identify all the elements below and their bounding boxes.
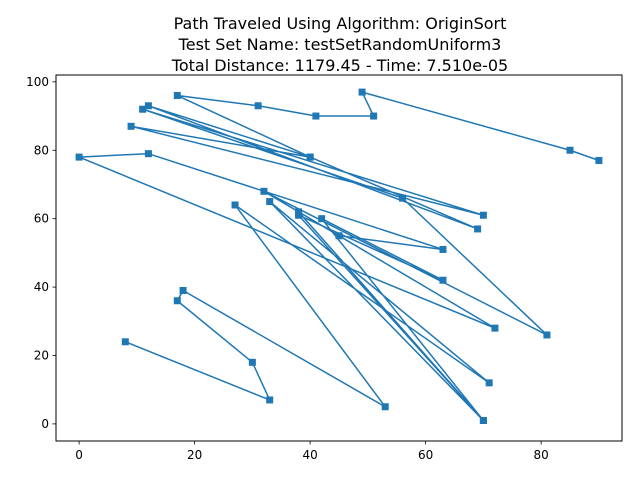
path-point-marker [439, 245, 447, 253]
path-point-marker [266, 396, 274, 404]
path-point-marker [485, 379, 493, 387]
x-tick-label: 60 [418, 448, 433, 462]
path-point-marker [173, 92, 181, 100]
x-tick-label: 40 [302, 448, 317, 462]
path-point-marker [248, 358, 256, 366]
path-point-marker [121, 338, 129, 346]
y-tick-label: 0 [41, 417, 49, 431]
path-point-marker [295, 208, 303, 216]
chart-title-line-2: Test Set Name: testSetRandomUniform3 [178, 35, 502, 54]
axis-ticks: 0 20 40 60 80 0 20 40 60 80 100 [26, 75, 549, 462]
path-point-marker [318, 215, 326, 223]
path-point-marker [358, 88, 366, 96]
x-tick-label: 20 [187, 448, 202, 462]
path-point-marker [173, 297, 181, 305]
path-point-marker [144, 102, 152, 110]
chart-title-line-3: Total Distance: 1179.45 - Time: 7.510e-0… [171, 56, 508, 75]
path-point-marker [254, 102, 262, 110]
x-tick-label: 0 [75, 448, 83, 462]
path-point-marker [543, 331, 551, 339]
path-point-marker [260, 187, 268, 195]
path-point-marker [139, 105, 147, 113]
path-point-marker [381, 403, 389, 411]
x-tick-label: 80 [534, 448, 549, 462]
chart-title-line-1: Path Traveled Using Algorithm: OriginSor… [174, 14, 507, 33]
axes-frame [55, 74, 623, 442]
path-point-marker [479, 211, 487, 219]
path-point-marker [266, 198, 274, 206]
y-tick-label: 100 [26, 75, 49, 89]
path-point-marker [566, 146, 574, 154]
path-point-marker [474, 225, 482, 233]
path-point-marker [335, 232, 343, 240]
chart-title: Path Traveled Using Algorithm: OriginSor… [171, 14, 508, 75]
path-point-marker [439, 276, 447, 284]
path-point-marker [312, 112, 320, 120]
path-point-marker [595, 157, 603, 165]
y-tick-label: 80 [34, 143, 49, 157]
path-point-marker [231, 201, 239, 209]
y-tick-label: 20 [34, 348, 49, 362]
path-point-marker [479, 416, 487, 424]
path-point-marker [491, 324, 499, 332]
path-point-marker [179, 287, 187, 294]
y-tick-label: 60 [34, 212, 49, 226]
path-point-marker [75, 153, 83, 161]
path-point-marker [306, 153, 314, 161]
path-point-marker [144, 150, 152, 158]
path-point-marker [370, 112, 378, 120]
plot-area [75, 88, 603, 424]
path-point-marker [399, 194, 407, 202]
y-tick-label: 40 [34, 280, 49, 294]
path-point-marker [127, 122, 135, 130]
